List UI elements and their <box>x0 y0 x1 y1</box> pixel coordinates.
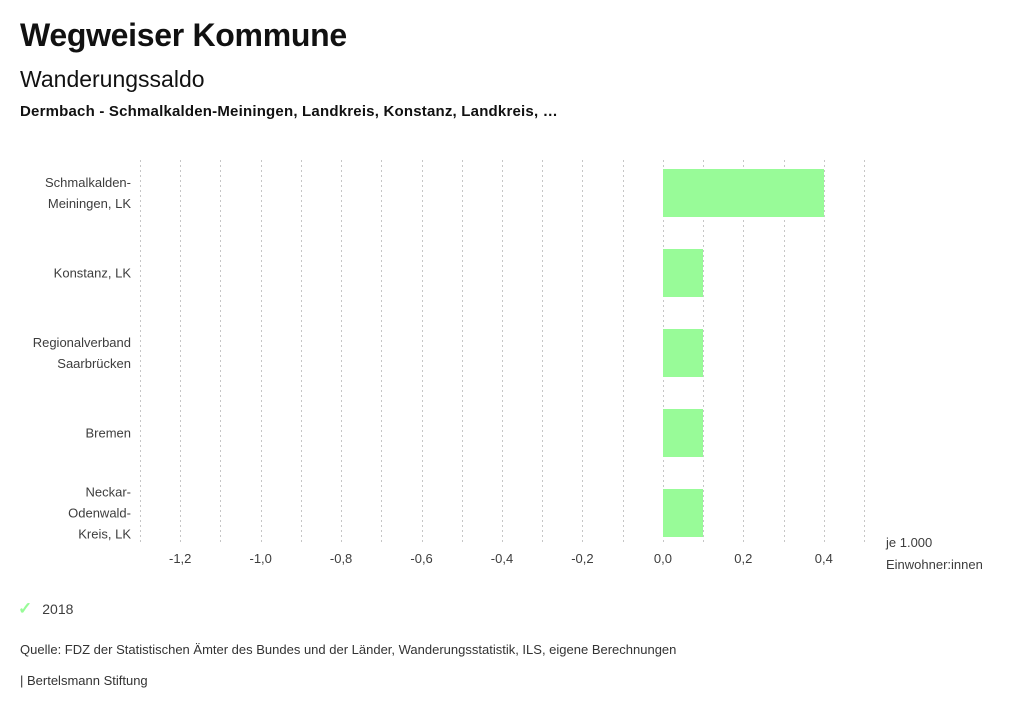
gridline <box>502 160 503 543</box>
bar <box>662 249 704 297</box>
gridline <box>582 160 584 543</box>
x-tick-label: 0,0 <box>653 551 672 566</box>
source-note: Quelle: FDZ der Statistischen Ämter des … <box>20 642 677 657</box>
gridline <box>542 160 544 543</box>
bar <box>662 489 704 537</box>
x-tick-label: -1,0 <box>249 551 272 566</box>
gridline <box>381 160 383 543</box>
gridline <box>622 160 624 543</box>
gridline <box>783 160 785 543</box>
gridline <box>180 160 182 543</box>
checkmark-icon: ✓ <box>18 599 33 618</box>
axis-unit-label: je 1.000 Einwohner:innen <box>886 535 983 572</box>
gridline <box>823 160 825 543</box>
x-tick-label: -0,4 <box>490 551 514 566</box>
x-tick-label: -1,2 <box>168 551 192 566</box>
gridline <box>421 160 423 543</box>
gridline <box>140 160 141 543</box>
x-tick-label: -0,6 <box>410 551 433 566</box>
x-tick-label: -0,8 <box>329 551 353 566</box>
y-axis-label: Regionalverband Saarbrücken <box>32 335 131 371</box>
gridline <box>864 160 865 543</box>
brand-note: | Bertelsmann Stiftung <box>20 673 148 688</box>
gridline <box>300 160 302 543</box>
legend-year-toggle[interactable]: ✓ 2018 <box>18 600 73 617</box>
x-tick-label: 0,4 <box>814 551 833 566</box>
gridline <box>341 160 343 543</box>
gridline <box>260 160 262 543</box>
legend-year-label: 2018 <box>42 600 74 617</box>
gridline <box>220 160 222 543</box>
gridline <box>703 160 705 543</box>
bar <box>662 409 704 457</box>
indicator-title: Wanderungssaldo <box>20 66 205 92</box>
bar <box>662 329 704 377</box>
selection-subtitle: Dermbach - Schmalkalden-Meiningen, Landk… <box>20 103 558 120</box>
bar-chart-plot-area: je 1.000 Einwohner:innen -1,2 -1,0 -0,8 -0,… <box>33 160 983 572</box>
app-title: Wegweiser Kommune <box>20 17 347 53</box>
bar <box>662 169 824 217</box>
x-tick-label: -0,2 <box>571 551 594 566</box>
y-axis-label: Schmalkalden- Meiningen, LK <box>45 175 131 211</box>
gridline <box>743 160 745 543</box>
x-tick-label: 0,2 <box>734 551 753 566</box>
y-axis-label: Neckar- Odenwald- Kreis, LK <box>68 484 131 542</box>
gridline <box>461 160 463 543</box>
y-axis-label: Konstanz, LK <box>53 265 131 281</box>
y-axis-label: Bremen <box>85 425 131 441</box>
